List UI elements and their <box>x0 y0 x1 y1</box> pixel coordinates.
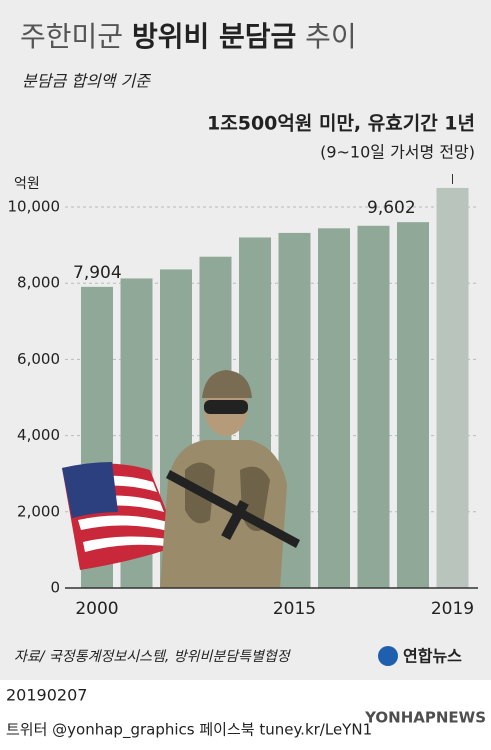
date: 20190207 <box>6 686 87 705</box>
title-prefix: 주한미군 <box>20 20 123 53</box>
bar <box>357 225 390 588</box>
y-axis-label: 억원 <box>14 176 40 192</box>
bar <box>397 222 429 588</box>
chart-title: 주한미군 방위비 분담금 추이 <box>20 20 357 53</box>
bar <box>436 187 469 588</box>
y-tick-label: 0 <box>50 579 60 597</box>
y-tick-label: 2,000 <box>17 502 60 520</box>
y-tick-label: 6,000 <box>17 350 60 368</box>
logo-mark <box>378 646 398 666</box>
y-tick-label: 10,000 <box>8 198 61 216</box>
subtitle: 분담금 합의액 기준 <box>22 72 151 91</box>
annotation-note: (9~10일 가서명 전망) <box>320 143 475 162</box>
soldier-illustration <box>160 370 300 588</box>
title-emphasis: 방위비 분담금 <box>132 20 296 53</box>
x-tick-label: 2000 <box>75 599 118 619</box>
y-tick-label: 8,000 <box>17 274 60 292</box>
watermark: YONHAPNEWS <box>364 709 486 727</box>
y-tick-label: 4,000 <box>17 426 60 444</box>
bar <box>318 228 350 588</box>
title-suffix: 추이 <box>305 20 357 53</box>
value-label: 7,904 <box>73 263 122 283</box>
footer: 트위터 @yonhap_graphics 페이스북 tuney.kr/LeYN1 <box>6 721 372 740</box>
x-tick-label: 2015 <box>273 599 316 619</box>
logo: 연합뉴스 <box>403 647 462 666</box>
annotation: 1조500억원 미만, 유효기간 1년 <box>207 113 475 135</box>
source: 자료/ 국정통계정보시스템, 방위비분담특별협정 <box>14 649 292 665</box>
value-label: 9,602 <box>367 198 416 218</box>
x-tick-label: 2019 <box>431 599 474 619</box>
